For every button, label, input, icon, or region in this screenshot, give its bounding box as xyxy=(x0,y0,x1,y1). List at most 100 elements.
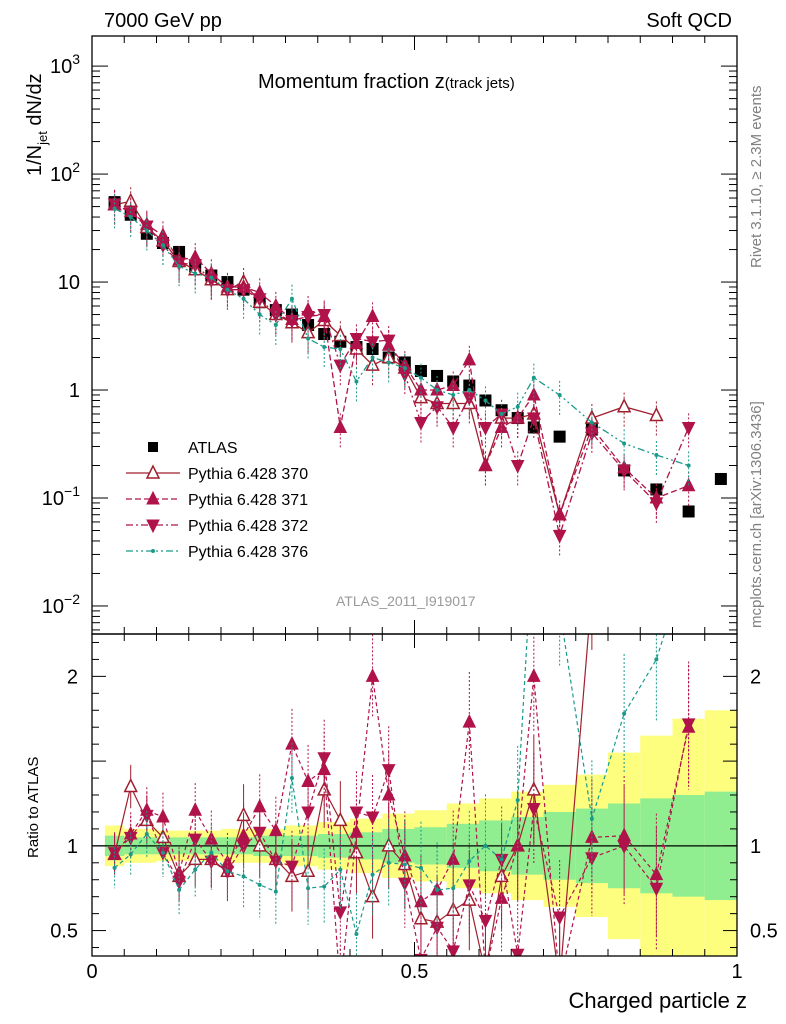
legend-marker xyxy=(145,464,161,479)
ratio-point xyxy=(527,668,541,682)
main-point xyxy=(478,457,493,471)
ratio-point xyxy=(414,893,428,908)
ratio-point xyxy=(687,556,691,560)
main-point xyxy=(289,296,294,301)
ratio-uncertainty-bands xyxy=(92,710,737,956)
main-point xyxy=(616,398,632,413)
ratio-point xyxy=(515,798,520,803)
ratio-point xyxy=(128,852,133,857)
legend-label: Pythia 6.428 372 xyxy=(188,518,308,535)
main-point xyxy=(386,360,391,365)
ratio-point xyxy=(322,884,327,889)
ratio-point xyxy=(365,811,380,826)
main-line-series-4 xyxy=(114,207,689,467)
legend-marker xyxy=(146,490,160,505)
legend: ATLAS Pythia 6.428 370 Pythia 6.428 371 Pyt… xyxy=(126,440,308,561)
ratio-point xyxy=(188,802,203,816)
main-ylabel-sub: jet xyxy=(35,131,50,146)
main-point xyxy=(531,375,536,380)
ratio-point xyxy=(467,859,472,864)
ratio-point xyxy=(156,808,170,823)
main-panel-series xyxy=(107,187,727,556)
ratio-point xyxy=(338,867,343,872)
main-point xyxy=(333,359,348,374)
ratio-point xyxy=(317,752,332,766)
main-point xyxy=(322,345,327,350)
main-point xyxy=(402,365,407,370)
analysis-id-label: ATLAS_2011_I919017 xyxy=(336,593,476,609)
main-point xyxy=(112,206,117,211)
ratio-ylabel: Ratio to ATLAS xyxy=(25,757,42,858)
ratio-y-tick-label-right: 1 xyxy=(750,836,761,858)
main-point xyxy=(273,323,278,328)
ratio-point xyxy=(365,888,380,903)
main-point xyxy=(553,430,566,443)
ratio-point xyxy=(241,874,246,879)
main-point xyxy=(285,315,299,329)
main-point xyxy=(252,293,267,307)
ratio-line-series-1 xyxy=(114,676,690,956)
legend-marker xyxy=(148,442,158,452)
main-point xyxy=(333,419,348,433)
main-point xyxy=(209,275,214,280)
main-point xyxy=(552,506,567,521)
ratio-point xyxy=(333,811,348,827)
mcplots-label: mcplots.cern.ch [arXiv:1306.3436] xyxy=(748,401,765,628)
ratio-line-series-2 xyxy=(114,723,690,956)
ratio-point xyxy=(435,887,440,892)
ratio-y-tick-label-right: 2 xyxy=(750,666,761,688)
main-point xyxy=(177,264,182,269)
main-point xyxy=(418,375,423,380)
main-point xyxy=(557,392,562,397)
ratio-point xyxy=(446,945,461,956)
main-point xyxy=(654,453,659,458)
ratio-y-tick-label-right: 0.5 xyxy=(750,921,778,943)
ratio-point xyxy=(334,981,346,993)
x-tick-label: 1 xyxy=(731,961,742,983)
main-point xyxy=(370,355,375,360)
ratio-point xyxy=(289,776,294,781)
ratio-point xyxy=(381,764,396,778)
main-point xyxy=(462,392,477,406)
main-point xyxy=(478,421,493,436)
ratio-y-tick-label: 2 xyxy=(67,666,78,688)
ratio-point xyxy=(589,816,594,821)
main-point xyxy=(156,227,170,241)
main-point xyxy=(306,336,311,341)
main-point xyxy=(467,388,472,393)
main-point xyxy=(317,309,332,323)
ratio-point xyxy=(552,911,567,926)
ratio-point xyxy=(144,831,149,836)
ratio-point xyxy=(188,833,203,848)
header-left: 7000 GeV pp xyxy=(104,10,222,32)
ratio-point xyxy=(654,657,659,662)
main-point xyxy=(527,386,541,401)
ratio-point xyxy=(365,668,380,682)
ratio-point xyxy=(273,889,278,894)
main-point xyxy=(483,398,488,403)
main-point xyxy=(333,326,348,342)
ratio-y-tick-label: 1 xyxy=(67,836,78,858)
ratio-line-series-3 xyxy=(114,634,666,937)
ratio-point xyxy=(499,857,504,862)
ratio-point xyxy=(478,914,493,929)
main-point xyxy=(338,346,343,351)
ratio-point xyxy=(285,860,299,875)
main-point xyxy=(160,243,165,248)
legend-label: Pythia 6.428 370 xyxy=(188,466,308,483)
y-tick-label: 10−1 xyxy=(42,483,80,510)
main-point xyxy=(510,459,525,474)
legend-label: Pythia 6.428 371 xyxy=(188,492,308,509)
ratio-point xyxy=(554,976,566,988)
main-point xyxy=(414,417,428,431)
ratio-point xyxy=(370,872,375,877)
ratio-point xyxy=(532,522,536,526)
main-point xyxy=(515,404,520,409)
ratio-point xyxy=(554,976,566,988)
main-point xyxy=(499,411,504,416)
main-point xyxy=(257,312,262,317)
main-point xyxy=(414,365,427,378)
y-tick-label: 10−2 xyxy=(42,591,80,618)
